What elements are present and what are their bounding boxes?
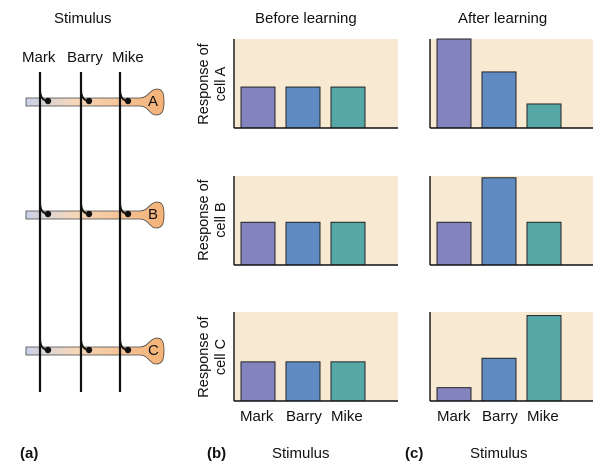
bar-before-cell-a-mark [240, 86, 276, 129]
bar-before-cell-b-mike [330, 221, 366, 266]
bar-after-cell-b-mark [436, 221, 472, 266]
panel-a-title: Stimulus [54, 10, 112, 27]
synapse-terminal [44, 346, 52, 354]
cell-label-b: B [148, 206, 159, 223]
neuron-label-mike: Mike [112, 49, 144, 66]
bar-after-cell-b-mike [526, 221, 562, 266]
bar-before-cell-b-barry [285, 221, 321, 266]
bar-before-cell-c-mike [330, 361, 366, 402]
bar-after-cell-b-barry [481, 177, 517, 266]
panel-c-xlabel: Stimulus [470, 445, 528, 462]
synapse-terminal [85, 346, 93, 354]
panel-b-label: (b) [207, 445, 227, 462]
bar-before-cell-c-barry [285, 361, 321, 402]
bar-after-cell-c-mike [526, 315, 562, 402]
ylabel-cell-c-line2: cell C [213, 338, 229, 376]
bar-before-cell-a-barry [285, 86, 321, 129]
ylabel-cell-b: Response of cell B [196, 170, 230, 270]
cell-label-c: C [148, 342, 159, 359]
tick-before-barry: Barry [286, 408, 322, 425]
tick-before-mike: Mike [331, 408, 363, 425]
synapse-terminal [44, 97, 52, 105]
bar-after-cell-a-mike [526, 103, 562, 129]
bar-before-cell-c-mark [240, 361, 276, 402]
panel-c-label: (c) [405, 445, 424, 462]
bar-before-cell-b-mark [240, 221, 276, 266]
tick-after-mark: Mark [437, 408, 471, 425]
bar-after-cell-a-barry [481, 71, 517, 129]
cell-label-a: A [148, 93, 159, 110]
neuron-label-barry: Barry [67, 49, 103, 66]
bar-after-cell-c-mark [436, 387, 472, 402]
panel-b-title: Before learning [255, 10, 357, 27]
ylabel-cell-b-line1: Response of [196, 179, 212, 261]
tick-after-mike: Mike [527, 408, 559, 425]
bar-after-cell-c-barry [481, 357, 517, 402]
axon-cell-c [25, 337, 165, 365]
axon-cell-b [25, 201, 165, 229]
ylabel-cell-a: Response of cell A [196, 34, 230, 134]
neuron-label-mark: Mark [22, 49, 56, 66]
tick-before-mark: Mark [240, 408, 274, 425]
tick-after-barry: Barry [482, 408, 518, 425]
ylabel-cell-a-line1: Response of [196, 43, 212, 125]
synapse-terminal [85, 210, 93, 218]
synapse-terminal [85, 97, 93, 105]
panel-c-title: After learning [458, 10, 548, 27]
axon-cell-a [25, 88, 165, 116]
synapse-terminal [124, 97, 132, 105]
bar-before-cell-a-mike [330, 86, 366, 129]
panel-b-xlabel: Stimulus [272, 445, 330, 462]
ylabel-cell-a-line2: cell A [213, 66, 229, 102]
ylabel-cell-c: Response of cell C [196, 307, 230, 407]
panel-a-label: (a) [20, 445, 39, 462]
bar-after-cell-a-mark [436, 38, 472, 129]
ylabel-cell-c-line1: Response of [196, 316, 212, 398]
synapse-terminal [124, 346, 132, 354]
synapse-terminal [124, 210, 132, 218]
ylabel-cell-b-line2: cell B [213, 202, 229, 238]
synapse-terminal [44, 210, 52, 218]
